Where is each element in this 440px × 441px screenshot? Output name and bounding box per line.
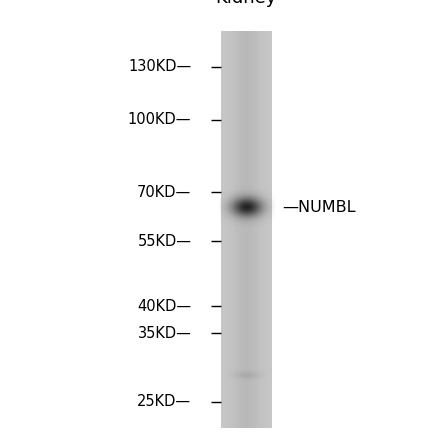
Text: 35KD—: 35KD— — [138, 326, 191, 341]
Text: 55KD—: 55KD— — [137, 234, 191, 249]
Text: 25KD—: 25KD— — [137, 394, 191, 409]
Text: —NUMBL: —NUMBL — [283, 200, 356, 215]
Text: 70KD—: 70KD— — [137, 185, 191, 200]
Text: 100KD—: 100KD— — [128, 112, 191, 127]
Text: 130KD—: 130KD— — [128, 59, 191, 74]
Text: Kidney: Kidney — [216, 0, 277, 7]
Text: 40KD—: 40KD— — [137, 299, 191, 314]
